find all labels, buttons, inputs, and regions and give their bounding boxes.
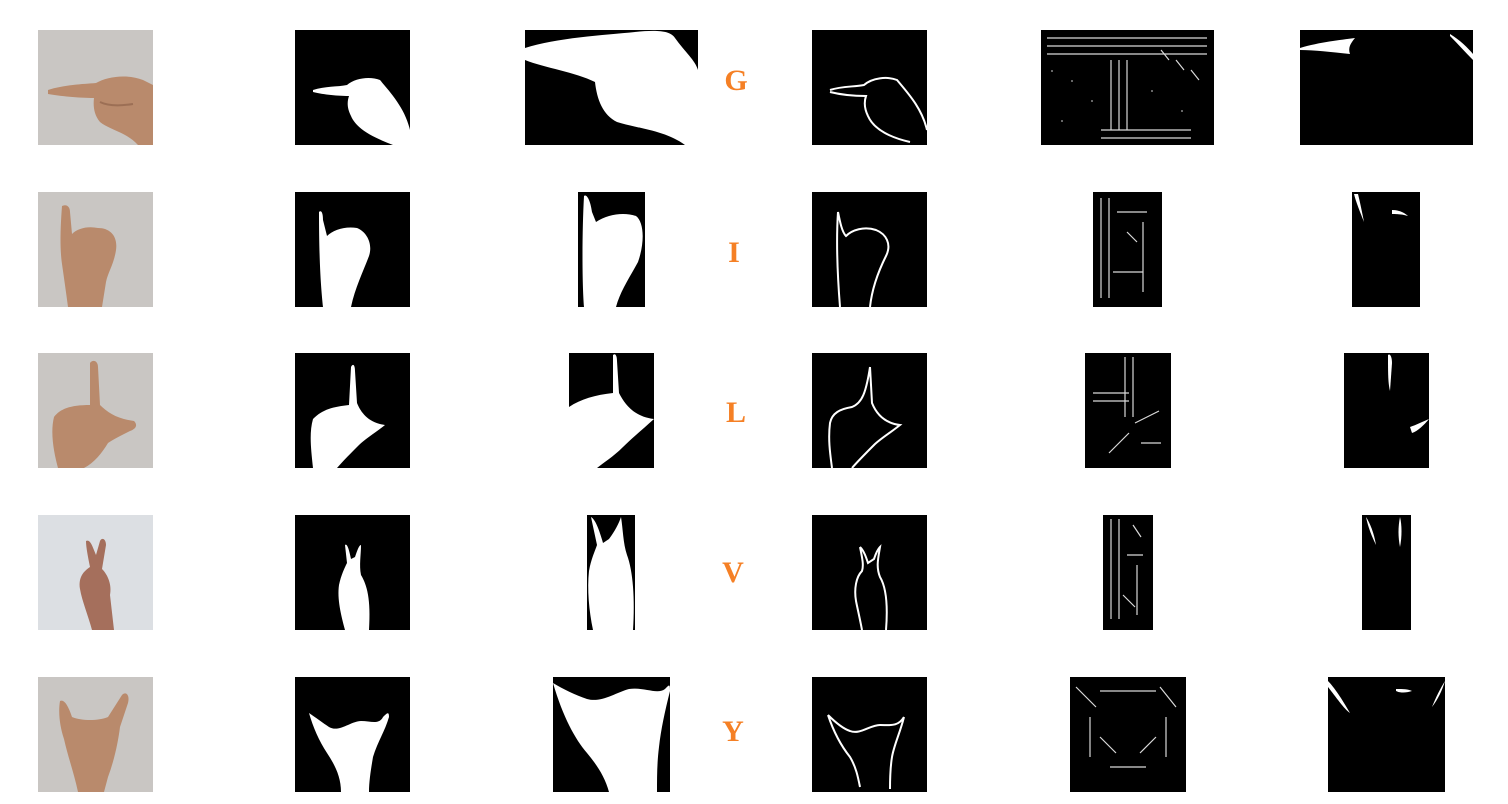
residual-mask-i [1352, 192, 1420, 307]
gesture-letter-y: Y [722, 715, 744, 748]
edge-map-g [812, 30, 927, 145]
segmented-mask-y [295, 677, 410, 792]
cropped-mask-l [569, 353, 654, 468]
edge-map-y [812, 677, 927, 792]
edge-map-i [812, 192, 927, 307]
residual-mask-g [1300, 30, 1473, 145]
hand-photo-g [38, 30, 153, 145]
segmented-mask-g [295, 30, 410, 145]
hog-features-g [1041, 30, 1214, 145]
gesture-letter-i: I [728, 236, 740, 269]
segmented-mask-i [295, 192, 410, 307]
hand-photo-v [38, 515, 153, 630]
edge-map-v [812, 515, 927, 630]
segmented-mask-l [295, 353, 410, 468]
cropped-mask-g [525, 30, 698, 145]
gesture-letter-l: L [725, 396, 746, 429]
gesture-letter-g: G [724, 64, 748, 97]
hog-grid-g [1047, 37, 1207, 139]
residual-mask-l [1344, 353, 1429, 468]
residual-mask-v [1362, 515, 1411, 630]
gesture-letter-v: V [722, 556, 744, 589]
hog-features-i [1093, 192, 1162, 307]
hog-features-y [1070, 677, 1186, 792]
hand-photo-l [38, 353, 153, 468]
edge-map-l [812, 353, 927, 468]
hog-features-l [1085, 353, 1171, 468]
segmented-mask-v [295, 515, 410, 630]
hand-photo-g-image [48, 76, 153, 145]
cropped-mask-v [587, 515, 635, 630]
residual-mask-y [1328, 677, 1445, 792]
hand-photo-i [38, 192, 153, 307]
cropped-mask-y [553, 677, 670, 792]
hand-photo-y [38, 677, 153, 792]
cropped-mask-i [578, 192, 645, 307]
hog-features-v [1103, 515, 1153, 630]
